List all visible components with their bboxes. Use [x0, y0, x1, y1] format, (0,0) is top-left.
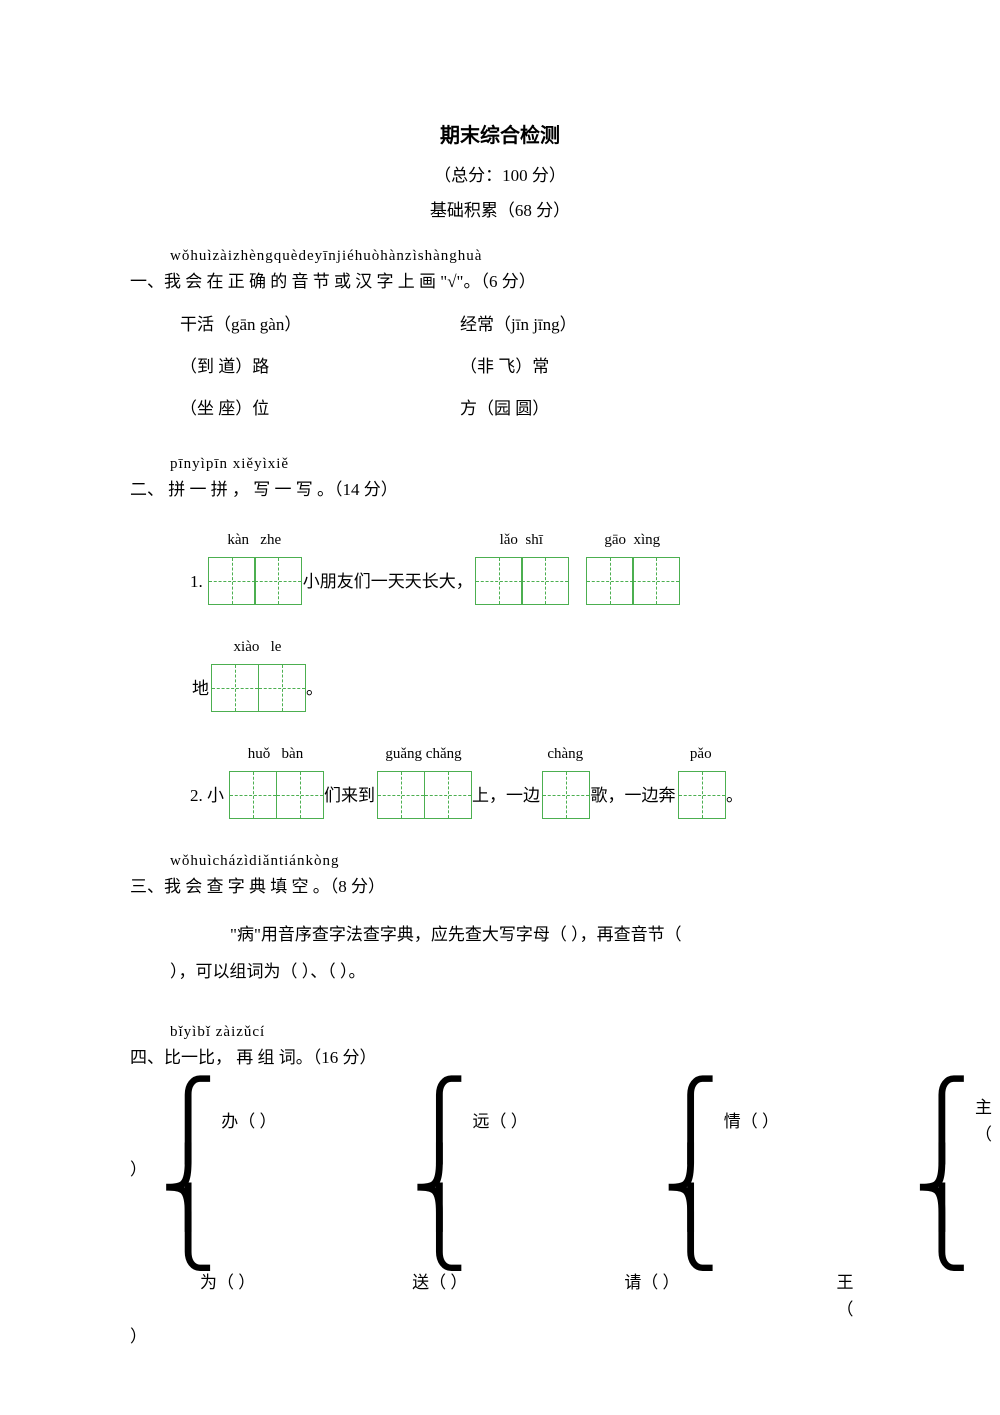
q2-s2-num: 2. 小: [190, 782, 224, 819]
q2-s1-p2: lǎo shī: [500, 528, 543, 552]
q2-s2-t2: 上，一边: [470, 782, 542, 819]
char-box[interactable]: [254, 557, 302, 605]
q4-bottom-2: 送（ ）: [412, 1269, 624, 1323]
char-box[interactable]: [632, 557, 680, 605]
q2-s1-box1: kàn zhe: [208, 528, 301, 605]
q2-s1-box3: gāo xìng: [586, 528, 679, 605]
q1-item-1a: 干活（gān gàn）: [180, 311, 460, 338]
q2-s2-p2: guǎng chǎng: [385, 742, 461, 766]
q2-s1-box4: xiào le: [211, 635, 304, 712]
char-box[interactable]: [586, 557, 634, 605]
char-box[interactable]: [229, 771, 277, 819]
q2-s2-box3: chàng: [542, 742, 589, 819]
char-box[interactable]: [475, 557, 523, 605]
q4-pinyin: bǐyìbǐ zàizǔcí: [170, 1020, 870, 1044]
q2-s2-t3: 歌，一边奔: [589, 782, 678, 819]
page-title: 期末综合检测: [130, 120, 870, 152]
q1-item-2b: （非 飞）常: [460, 353, 870, 380]
q2-pinyin: pīnyìpīn xiěyìxiě: [170, 452, 870, 476]
curly-brace-icon: ⎧: [663, 1086, 719, 1156]
curly-brace-icon: ⎩: [411, 1194, 467, 1264]
q2-heading: 二、 拼 一 拼 ， 写 一 写 。（14 分）: [130, 476, 870, 503]
char-box[interactable]: [208, 557, 256, 605]
q1-item-2a: （到 道）路: [180, 353, 460, 380]
curly-brace-icon: ⎩: [663, 1194, 719, 1264]
char-box[interactable]: [678, 771, 726, 819]
q4-bottom-4: 王（: [836, 1269, 870, 1323]
q3-pinyin: wǒhuìcházìdiǎntiánkòng: [170, 849, 870, 873]
q1-heading: 一、我 会 在 正 确 的 音 节 或 汉 字 上 画 "√"。（6 分）: [130, 268, 870, 295]
q3-line1: "病"用音序查字法查字典，应先查大写字母（ ），再查音节（: [230, 916, 870, 953]
q2-s2-t4: 。: [724, 782, 745, 819]
char-box[interactable]: [258, 664, 306, 712]
curly-brace-icon: ⎧: [160, 1086, 216, 1156]
question-3: wǒhuìcházìdiǎntiánkòng 三、我 会 查 字 典 填 空 。…: [130, 849, 870, 990]
q1-item-3b: 方（园 圆）: [460, 395, 870, 422]
q2-s1-p3: gāo xìng: [604, 528, 660, 552]
q4-top-4: 主（: [975, 1094, 992, 1148]
q2-s1-num: 1.: [190, 568, 203, 605]
curly-brace-icon: ⎩: [914, 1194, 970, 1264]
curly-brace-icon: ⎧: [914, 1086, 970, 1156]
curly-brace-icon: ⎧: [411, 1086, 467, 1156]
char-box[interactable]: [276, 771, 324, 819]
q2-s2-t1: 们来到: [322, 782, 377, 819]
q1-pinyin: wǒhuìzàizhèngquèdeyīnjiéhuòhànzìshànghuà: [170, 244, 870, 268]
q4-heading: 四、比一比， 再 组 词。（16 分）: [130, 1044, 870, 1071]
question-4: bǐyìbǐ zàizǔcí 四、比一比， 再 组 词。（16 分） ⎧ 办（ …: [130, 1020, 870, 1350]
section-basics-label: 基础积累（68 分）: [130, 197, 870, 224]
q2-s1-p1: kàn zhe: [227, 528, 281, 552]
char-box[interactable]: [211, 664, 259, 712]
q4-top-2: 远（ ）: [473, 1108, 663, 1135]
question-1: wǒhuìzàizhèngquèdeyīnjiéhuòhànzìshànghuà…: [130, 244, 870, 422]
q2-s1-t1: 小朋友们一天天长大，: [301, 568, 475, 605]
q4-top-1: 办（ ）: [221, 1108, 411, 1135]
question-2: pīnyìpīn xiěyìxiě 二、 拼 一 拼 ， 写 一 写 。（14 …: [130, 452, 870, 819]
q3-line2: ），可以组词为（ ）、（ ）。: [170, 953, 870, 990]
q4-top-3: 情（ ）: [724, 1108, 914, 1135]
q2-s2-p3: chàng: [547, 742, 583, 766]
char-box[interactable]: [542, 771, 590, 819]
q2-s2-p4: pǎo: [690, 742, 712, 766]
q2-s1-t2: 地: [190, 675, 211, 712]
q2-s1-box2: lǎo shī: [475, 528, 568, 605]
q2-s2-box2: guǎng chǎng: [377, 742, 470, 819]
q3-heading: 三、我 会 查 字 典 填 空 。（8 分）: [130, 873, 870, 900]
total-score: （总分：100 分）: [130, 162, 870, 189]
char-box[interactable]: [521, 557, 569, 605]
q2-s2-p1: huǒ bàn: [248, 742, 303, 766]
q4-bottom-1: 为（ ）: [200, 1269, 412, 1323]
char-box[interactable]: [377, 771, 425, 819]
curly-brace-icon: ⎩: [160, 1194, 216, 1264]
q2-s2-box4: pǎo: [678, 742, 725, 819]
q4-bottom-3: 请（ ）: [624, 1269, 836, 1323]
q2-s1-t3: 。: [304, 675, 325, 712]
q4-bottom-end: ）: [130, 1323, 870, 1350]
char-box[interactable]: [424, 771, 472, 819]
q2-s1-p4: xiào le: [234, 635, 282, 659]
q2-s2-box1: huǒ bàn: [229, 742, 322, 819]
q1-item-3a: （坐 座）位: [180, 395, 460, 422]
q1-item-1b: 经常（jīn jīng）: [460, 311, 870, 338]
